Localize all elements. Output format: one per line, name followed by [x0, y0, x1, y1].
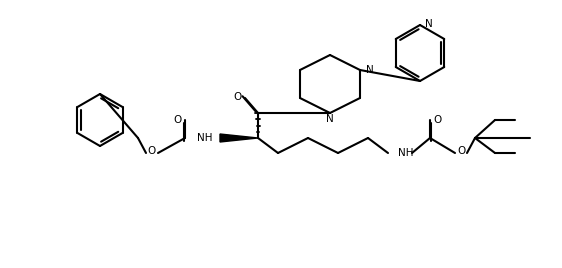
Text: O: O	[173, 115, 181, 125]
Text: O: O	[457, 146, 465, 156]
Polygon shape	[220, 134, 258, 142]
Text: N: N	[366, 65, 374, 75]
Text: NH: NH	[197, 133, 213, 143]
Text: O: O	[434, 115, 442, 125]
Text: N: N	[326, 114, 334, 124]
Text: N: N	[425, 19, 433, 29]
Text: NH: NH	[398, 148, 414, 158]
Text: O: O	[148, 146, 156, 156]
Text: O: O	[234, 92, 242, 102]
